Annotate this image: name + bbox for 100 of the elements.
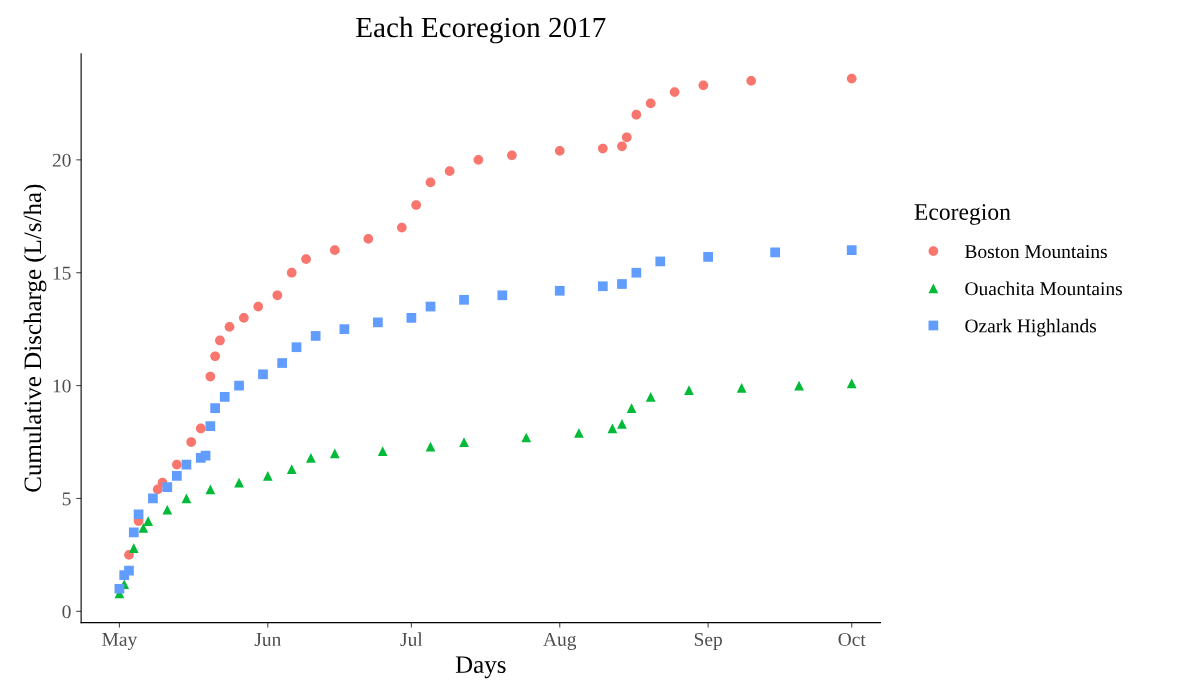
point xyxy=(846,245,857,255)
point xyxy=(210,403,220,414)
point xyxy=(746,75,757,86)
point xyxy=(703,252,713,262)
point xyxy=(645,98,656,109)
point xyxy=(272,290,283,301)
point xyxy=(669,87,680,97)
point xyxy=(574,428,584,438)
y-tick-label: 20 xyxy=(52,153,71,167)
point xyxy=(181,493,192,504)
point xyxy=(143,516,153,526)
point xyxy=(770,247,780,258)
y-axis-title: Cumulative Discharge (L/s/ha) xyxy=(23,184,47,492)
point xyxy=(205,484,216,495)
point xyxy=(339,324,350,335)
point xyxy=(171,459,182,470)
point xyxy=(171,471,182,481)
x-tick-label: Oct xyxy=(838,632,866,647)
chart-title: Each Ecoregion 2017 xyxy=(356,16,606,44)
point xyxy=(186,437,197,447)
point xyxy=(377,446,388,456)
point xyxy=(698,80,709,91)
point xyxy=(291,342,302,353)
point xyxy=(128,543,139,553)
point xyxy=(205,371,216,382)
point xyxy=(684,385,694,395)
point xyxy=(138,522,149,533)
point xyxy=(459,437,469,447)
point xyxy=(846,378,857,389)
point xyxy=(363,233,374,244)
point xyxy=(133,509,144,520)
point xyxy=(128,527,139,538)
point xyxy=(124,550,134,560)
point xyxy=(258,369,268,380)
point xyxy=(617,141,627,152)
point xyxy=(114,583,125,594)
point xyxy=(262,471,273,481)
point xyxy=(406,313,417,323)
x-tick-label: Jun xyxy=(254,633,281,647)
point xyxy=(277,358,288,368)
point xyxy=(210,351,220,362)
point xyxy=(655,256,666,267)
point xyxy=(846,73,857,84)
point xyxy=(124,565,134,576)
point xyxy=(554,145,565,156)
point xyxy=(425,177,436,188)
point xyxy=(195,423,206,434)
y-tick-label: 0 xyxy=(62,605,71,619)
point xyxy=(617,419,627,429)
point xyxy=(736,382,747,393)
point xyxy=(507,150,517,161)
point xyxy=(621,132,632,143)
point xyxy=(239,313,249,323)
point xyxy=(215,335,225,346)
point xyxy=(234,477,244,488)
point xyxy=(521,432,532,443)
point xyxy=(607,423,618,434)
legend-label: Ouachita Mountains xyxy=(965,281,1122,296)
x-axis-title: Days xyxy=(455,656,506,679)
x-tick-label: Jul xyxy=(400,632,423,647)
point xyxy=(631,109,642,120)
point xyxy=(373,317,383,328)
point xyxy=(286,267,297,278)
legend-label: Boston Mountains xyxy=(965,245,1107,259)
point xyxy=(473,154,484,165)
point xyxy=(329,448,340,459)
point xyxy=(597,143,608,154)
point xyxy=(162,482,173,493)
point xyxy=(617,279,627,289)
legend-title: Ecoregion xyxy=(914,204,1011,225)
point xyxy=(205,421,216,432)
y-tick-label: 10 xyxy=(53,379,71,393)
point xyxy=(554,285,565,296)
y-tick-label: 5 xyxy=(62,492,71,506)
point xyxy=(219,392,230,402)
point xyxy=(329,245,340,255)
point xyxy=(306,452,316,463)
point xyxy=(286,464,297,474)
point xyxy=(459,294,469,305)
x-tick-label: Aug xyxy=(543,632,577,650)
legend-label: Ozark Highlands xyxy=(965,318,1097,337)
point xyxy=(234,380,244,391)
point xyxy=(645,392,656,402)
point xyxy=(411,200,422,210)
point xyxy=(310,331,321,341)
point xyxy=(224,322,235,332)
point xyxy=(301,254,311,265)
x-tick-label: Sep xyxy=(694,632,722,650)
point xyxy=(253,301,264,312)
point xyxy=(152,484,163,495)
point xyxy=(148,493,158,504)
point xyxy=(162,504,173,515)
point xyxy=(497,290,508,301)
point xyxy=(626,403,637,414)
point xyxy=(444,166,455,176)
x-tick-label: May xyxy=(102,633,138,650)
y-tick-label: 15 xyxy=(53,266,71,280)
point xyxy=(396,222,407,233)
point xyxy=(631,267,642,278)
point xyxy=(597,281,608,292)
